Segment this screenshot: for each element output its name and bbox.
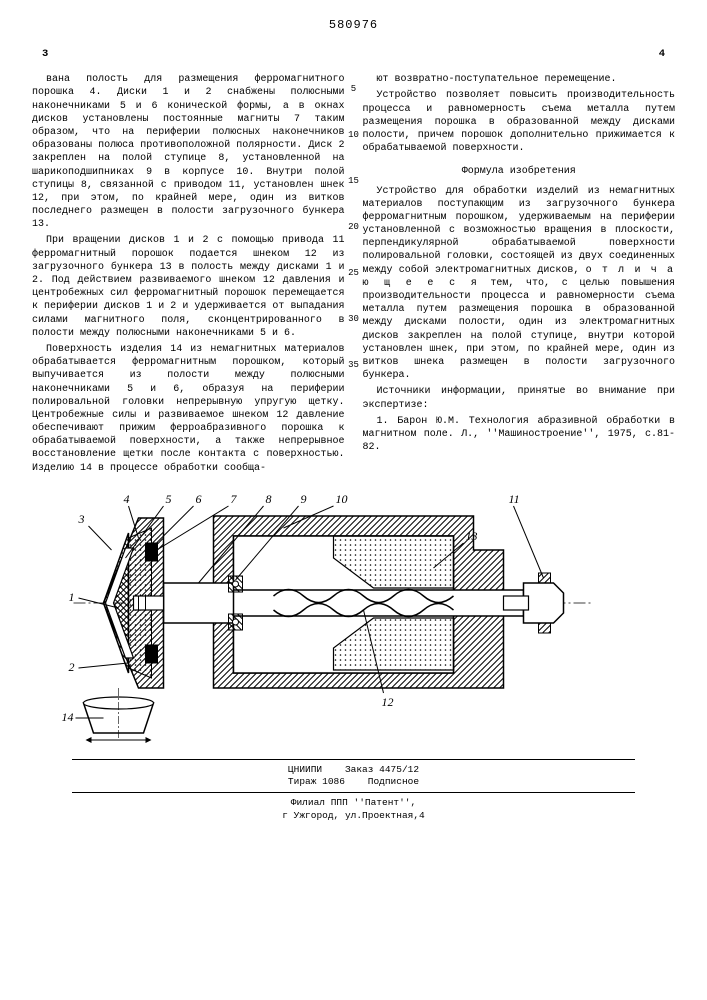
page-header: 3 4 (32, 48, 675, 62)
svg-text:14: 14 (62, 710, 74, 724)
para: Поверхность изделия 14 из немагнитных ма… (32, 343, 345, 475)
technical-diagram: 3 4 5 6 7 8 9 10 11 1 2 14 12 13 (32, 488, 675, 743)
line-marker: 5 (351, 84, 356, 96)
footer: ЦНИИПИ Заказ 4475/12 Тираж 1086 Подписно… (32, 759, 675, 822)
para: Источники информации, принятые во вниман… (363, 385, 676, 411)
para: Устройство для обработки изделий из нема… (363, 185, 676, 383)
footer-org: ЦНИИПИ (288, 764, 322, 775)
column-left: вана полость для размещения ферромагнитн… (32, 73, 345, 478)
svg-text:2: 2 (69, 660, 75, 674)
line-marker: 15 (348, 176, 359, 188)
page-num-right: 4 (659, 48, 665, 62)
column-right: ют возвратно-поступательное перемещение.… (363, 73, 676, 478)
polishing-head (104, 518, 164, 688)
footer-branch: Филиал ППП ''Патент'', (32, 797, 675, 809)
footer-sub: Подписное (368, 776, 419, 787)
svg-text:5: 5 (166, 492, 172, 506)
line-marker: 10 (348, 130, 359, 142)
svg-text:13: 13 (466, 529, 478, 543)
formula-title: Формула изобретения (363, 165, 676, 178)
footer-address: г Ужгород, ул.Проектная,4 (32, 810, 675, 822)
svg-text:10: 10 (336, 492, 348, 506)
para: При вращении дисков 1 и 2 с помощью прив… (32, 234, 345, 340)
svg-text:3: 3 (78, 512, 85, 526)
para: ют возвратно-поступательное перемещение. (363, 73, 676, 86)
svg-text:8: 8 (266, 492, 272, 506)
line-marker: 35 (348, 360, 359, 372)
svg-text:11: 11 (509, 492, 520, 506)
line-marker: 30 (348, 314, 359, 326)
svg-text:7: 7 (231, 492, 238, 506)
footer-order: Заказ 4475/12 (345, 764, 419, 775)
svg-text:9: 9 (301, 492, 307, 506)
para: Устройство позволяет повысить производит… (363, 89, 676, 155)
page-num-left: 3 (42, 48, 48, 62)
para: 1. Барон Ю.М. Технология абразивной обра… (363, 415, 676, 455)
svg-text:4: 4 (124, 492, 130, 506)
line-marker: 25 (348, 268, 359, 280)
svg-text:1: 1 (69, 590, 75, 604)
svg-text:6: 6 (196, 492, 202, 506)
patent-number: 580976 (32, 18, 675, 34)
para: вана полость для размещения ферромагнитн… (32, 73, 345, 231)
line-marker: 20 (348, 222, 359, 234)
footer-tirazh: Тираж 1086 (288, 776, 345, 787)
svg-text:12: 12 (382, 695, 394, 709)
